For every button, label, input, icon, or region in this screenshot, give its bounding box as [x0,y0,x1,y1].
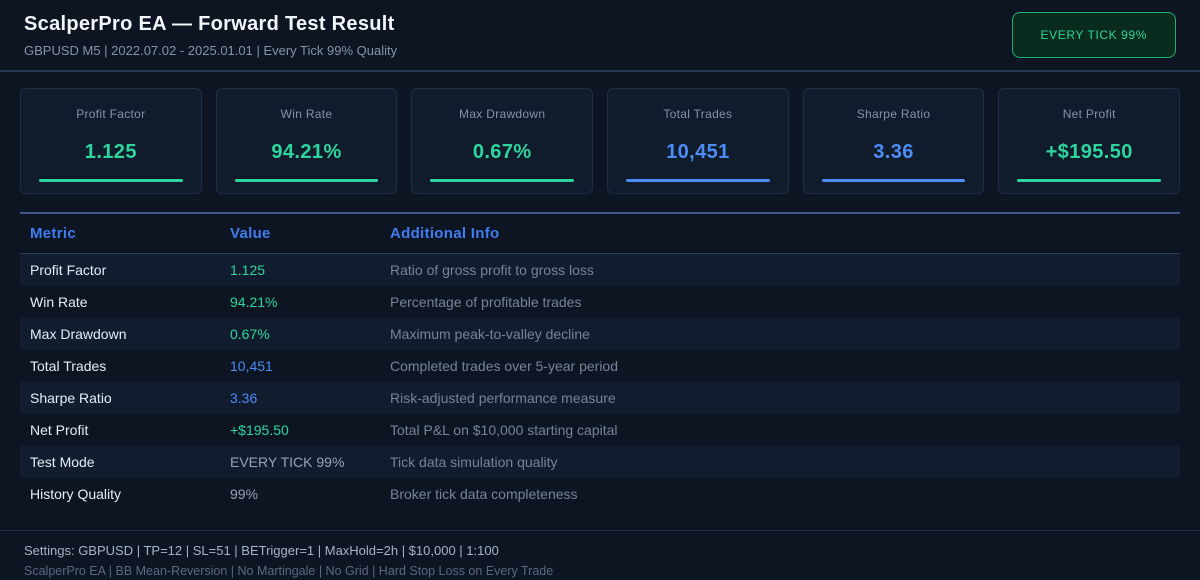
table-row: Net Profit +$195.50 Total P&L on $10,000… [20,414,1180,446]
tick-quality-badge: EVERY TICK 99% [1011,12,1176,58]
col-header-value: Value [230,225,271,242]
col-header-info: Additional Info [390,225,500,242]
row-metric: Net Profit [30,422,89,438]
stat-card-underline [821,179,966,182]
stat-card-value: 10,451 [666,141,730,163]
strategy-tagline: ScalperPro EA | BB Mean-Reversion | No M… [24,564,554,578]
stat-card-underline [1017,179,1162,182]
row-value: 0.67% [230,326,270,342]
stat-card-value: 94.21% [271,141,342,163]
stat-card-underline [39,179,183,182]
settings-line: Settings: GBPUSD | TP=12 | SL=51 | BETri… [24,543,499,558]
stat-card-profit-factor: Profit Factor 1.125 [20,88,202,194]
row-metric: Win Rate [30,294,88,310]
table-row: Max Drawdown 0.67% Maximum peak-to-valle… [20,318,1180,350]
row-value: +$195.50 [230,422,289,438]
stat-card-max-drawdown: Max Drawdown 0.67% [411,88,594,194]
table-row: Total Trades 10,451 Completed trades ove… [20,350,1180,382]
table-row: Win Rate 94.21% Percentage of profitable… [20,286,1180,318]
stat-card-label: Profit Factor [76,107,146,121]
stat-card-underline [430,179,575,182]
stat-cards-row: Profit Factor 1.125 Win Rate 94.21% Max … [0,72,1200,194]
stat-card-label: Sharpe Ratio [856,107,931,121]
row-info: Completed trades over 5-year period [390,358,619,374]
row-info: Risk-adjusted performance measure [390,390,616,406]
row-info: Percentage of profitable trades [390,294,582,310]
col-header-metric: Metric [30,225,76,242]
stat-card-value: 1.125 [84,141,137,163]
row-metric: Profit Factor [30,262,107,278]
row-value: 3.36 [230,390,258,406]
table-row: Sharpe Ratio 3.36 Risk-adjusted performa… [20,382,1180,414]
stat-card-win-rate: Win Rate 94.21% [215,88,398,194]
metrics-table: Metric Value Additional Info Profit Fact… [20,212,1180,510]
table-row: Test Mode EVERY TICK 99% Tick data simul… [20,446,1180,478]
page-title: ScalperPro EA — Forward Test Result [24,12,395,35]
stat-card-value: +$195.50 [1045,141,1133,163]
row-info: Maximum peak-to-valley decline [390,326,590,342]
row-value: EVERY TICK 99% [230,454,345,470]
table-header-row: Metric Value Additional Info [20,214,1180,254]
stat-card-label: Win Rate [280,107,333,121]
stat-card-label: Max Drawdown [459,107,546,121]
row-metric: Total Trades [30,358,107,374]
row-value: 1.125 [230,262,266,278]
row-value: 10,451 [230,358,273,374]
header-titles: ScalperPro EA — Forward Test Result GBPU… [24,13,397,58]
table-row: History Quality 99% Broker tick data com… [20,478,1180,510]
row-info: Broker tick data completeness [390,486,578,502]
row-metric: Sharpe Ratio [30,390,112,406]
stat-card-underline [626,179,770,182]
stat-card-net-profit: Net Profit +$195.50 [998,88,1181,194]
row-info: Total P&L on $10,000 starting capital [390,422,618,438]
stat-card-label: Total Trades [663,107,733,121]
row-metric: Max Drawdown [30,326,127,342]
stat-card-sharpe-ratio: Sharpe Ratio 3.36 [802,88,985,194]
table-row: Profit Factor 1.125 Ratio of gross profi… [20,254,1180,286]
stat-card-total-trades: Total Trades 10,451 [607,88,789,194]
page-subtitle: GBPUSD M5 | 2022.07.02 - 2025.01.01 | Ev… [24,42,398,58]
row-info: Ratio of gross profit to gross loss [390,262,594,278]
row-value: 94.21% [230,294,278,310]
stat-card-value: 0.67% [472,141,532,163]
row-metric: History Quality [30,486,122,502]
stat-card-value: 3.36 [873,141,914,163]
footer: Settings: GBPUSD | TP=12 | SL=51 | BETri… [0,530,1200,578]
row-metric: Test Mode [30,454,95,470]
stat-card-label: Net Profit [1062,107,1116,121]
row-value: 99% [230,486,259,502]
header: ScalperPro EA — Forward Test Result GBPU… [0,0,1200,72]
row-info: Tick data simulation quality [390,454,558,470]
stat-card-underline [234,179,379,182]
